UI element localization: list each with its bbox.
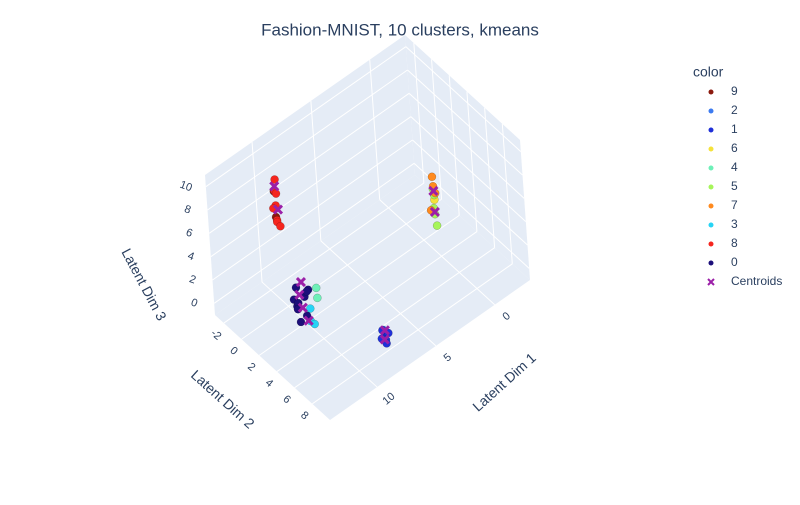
centroid-marker xyxy=(429,206,440,217)
grid-line xyxy=(210,116,412,258)
x-tick-label: 10 xyxy=(380,390,397,407)
data-point xyxy=(432,221,442,230)
data-point xyxy=(276,222,285,231)
grid-line xyxy=(413,43,425,184)
grid-line xyxy=(294,247,495,389)
centroid-marker xyxy=(294,289,305,300)
grid-line xyxy=(413,162,530,269)
legend-marker xyxy=(708,108,714,114)
z-tick-label: 10 xyxy=(178,179,194,194)
z-tick-label: 8 xyxy=(183,203,193,216)
grid-line xyxy=(312,263,513,405)
y-tick-label: 6 xyxy=(280,393,292,406)
wall-panel xyxy=(205,35,415,315)
centroid-marker xyxy=(379,334,390,345)
grid-line xyxy=(466,91,478,232)
grid-line xyxy=(310,100,322,241)
grid-line xyxy=(407,69,523,176)
legend-label: 3 xyxy=(731,217,738,231)
legend-title: color xyxy=(693,64,724,80)
grid-line xyxy=(410,116,527,223)
grid-line xyxy=(241,198,442,340)
legend-marker xyxy=(708,127,714,133)
chart-title: Fashion-MNIST, 10 clusters, kmeans xyxy=(261,20,539,39)
grid-line xyxy=(276,231,478,372)
centroid-marker xyxy=(297,302,308,313)
grid-line xyxy=(223,182,425,324)
legend-marker xyxy=(708,203,714,209)
centroid-marker xyxy=(269,181,280,192)
y-tick-label: 0 xyxy=(227,345,239,358)
legend-label: 8 xyxy=(731,236,738,250)
grid-line xyxy=(205,46,407,188)
legend-label: 7 xyxy=(731,198,738,212)
grid-line xyxy=(212,139,413,281)
legend-label: 2 xyxy=(731,103,738,117)
grid-line xyxy=(320,240,437,347)
legend-marker xyxy=(708,184,714,190)
legend-marker xyxy=(708,89,714,95)
legend-marker xyxy=(708,165,714,171)
y-tick-label: 4 xyxy=(263,377,275,390)
grid-line xyxy=(412,139,528,246)
z-axis-title: Latent Dim 3 xyxy=(118,246,169,324)
grid-line xyxy=(258,214,460,356)
data-point xyxy=(270,175,279,184)
grid-line xyxy=(369,59,381,200)
x-tick-label: 5 xyxy=(442,351,454,364)
floor-panel xyxy=(215,175,530,420)
x-tick-label: 0 xyxy=(500,310,512,323)
legend-label: 0 xyxy=(731,255,738,269)
y-tick-label: -2 xyxy=(208,327,223,342)
legend-marker xyxy=(708,260,714,266)
data-point xyxy=(313,293,322,303)
y-tick-label: 2 xyxy=(245,361,257,374)
grid-line xyxy=(501,123,513,264)
legend-marker xyxy=(707,278,715,286)
data-point xyxy=(427,172,437,182)
grid-line xyxy=(207,69,408,211)
grid-line xyxy=(208,92,410,234)
y-axis-title: Latent Dim 2 xyxy=(188,367,258,432)
z-tick-label: 4 xyxy=(186,250,196,263)
legend-label: 9 xyxy=(731,84,738,98)
centroid-marker xyxy=(428,185,439,196)
grid-line xyxy=(251,142,263,283)
data-point xyxy=(311,283,321,293)
centroid-marker xyxy=(272,204,284,215)
data-point xyxy=(271,189,281,198)
data-point xyxy=(306,304,315,313)
grid-line xyxy=(431,59,443,200)
centroid-marker xyxy=(379,325,390,336)
centroid-marker xyxy=(303,315,314,326)
z-tick-label: 6 xyxy=(184,227,194,240)
legend-label: 6 xyxy=(731,141,738,155)
data-point xyxy=(296,317,306,327)
grid-line xyxy=(408,92,525,199)
grid-line xyxy=(379,199,496,306)
grid-line xyxy=(448,75,460,216)
z-tick-label: 2 xyxy=(188,273,198,286)
legend-marker xyxy=(708,241,714,247)
y-tick-label: 8 xyxy=(298,409,310,422)
grid-line xyxy=(213,162,415,304)
legend-label: 1 xyxy=(731,122,738,136)
legend-marker xyxy=(708,146,714,152)
legend-label: 4 xyxy=(731,160,738,174)
grid-line xyxy=(261,281,378,388)
legend-label: Centroids xyxy=(731,274,782,288)
legend-marker xyxy=(708,222,714,228)
grid-line xyxy=(405,46,522,153)
grid-line xyxy=(484,107,496,248)
legend-label: 5 xyxy=(731,179,738,193)
centroid-marker xyxy=(295,277,306,288)
x-axis-title: Latent Dim 1 xyxy=(469,349,539,414)
z-tick-label: 0 xyxy=(189,297,199,310)
